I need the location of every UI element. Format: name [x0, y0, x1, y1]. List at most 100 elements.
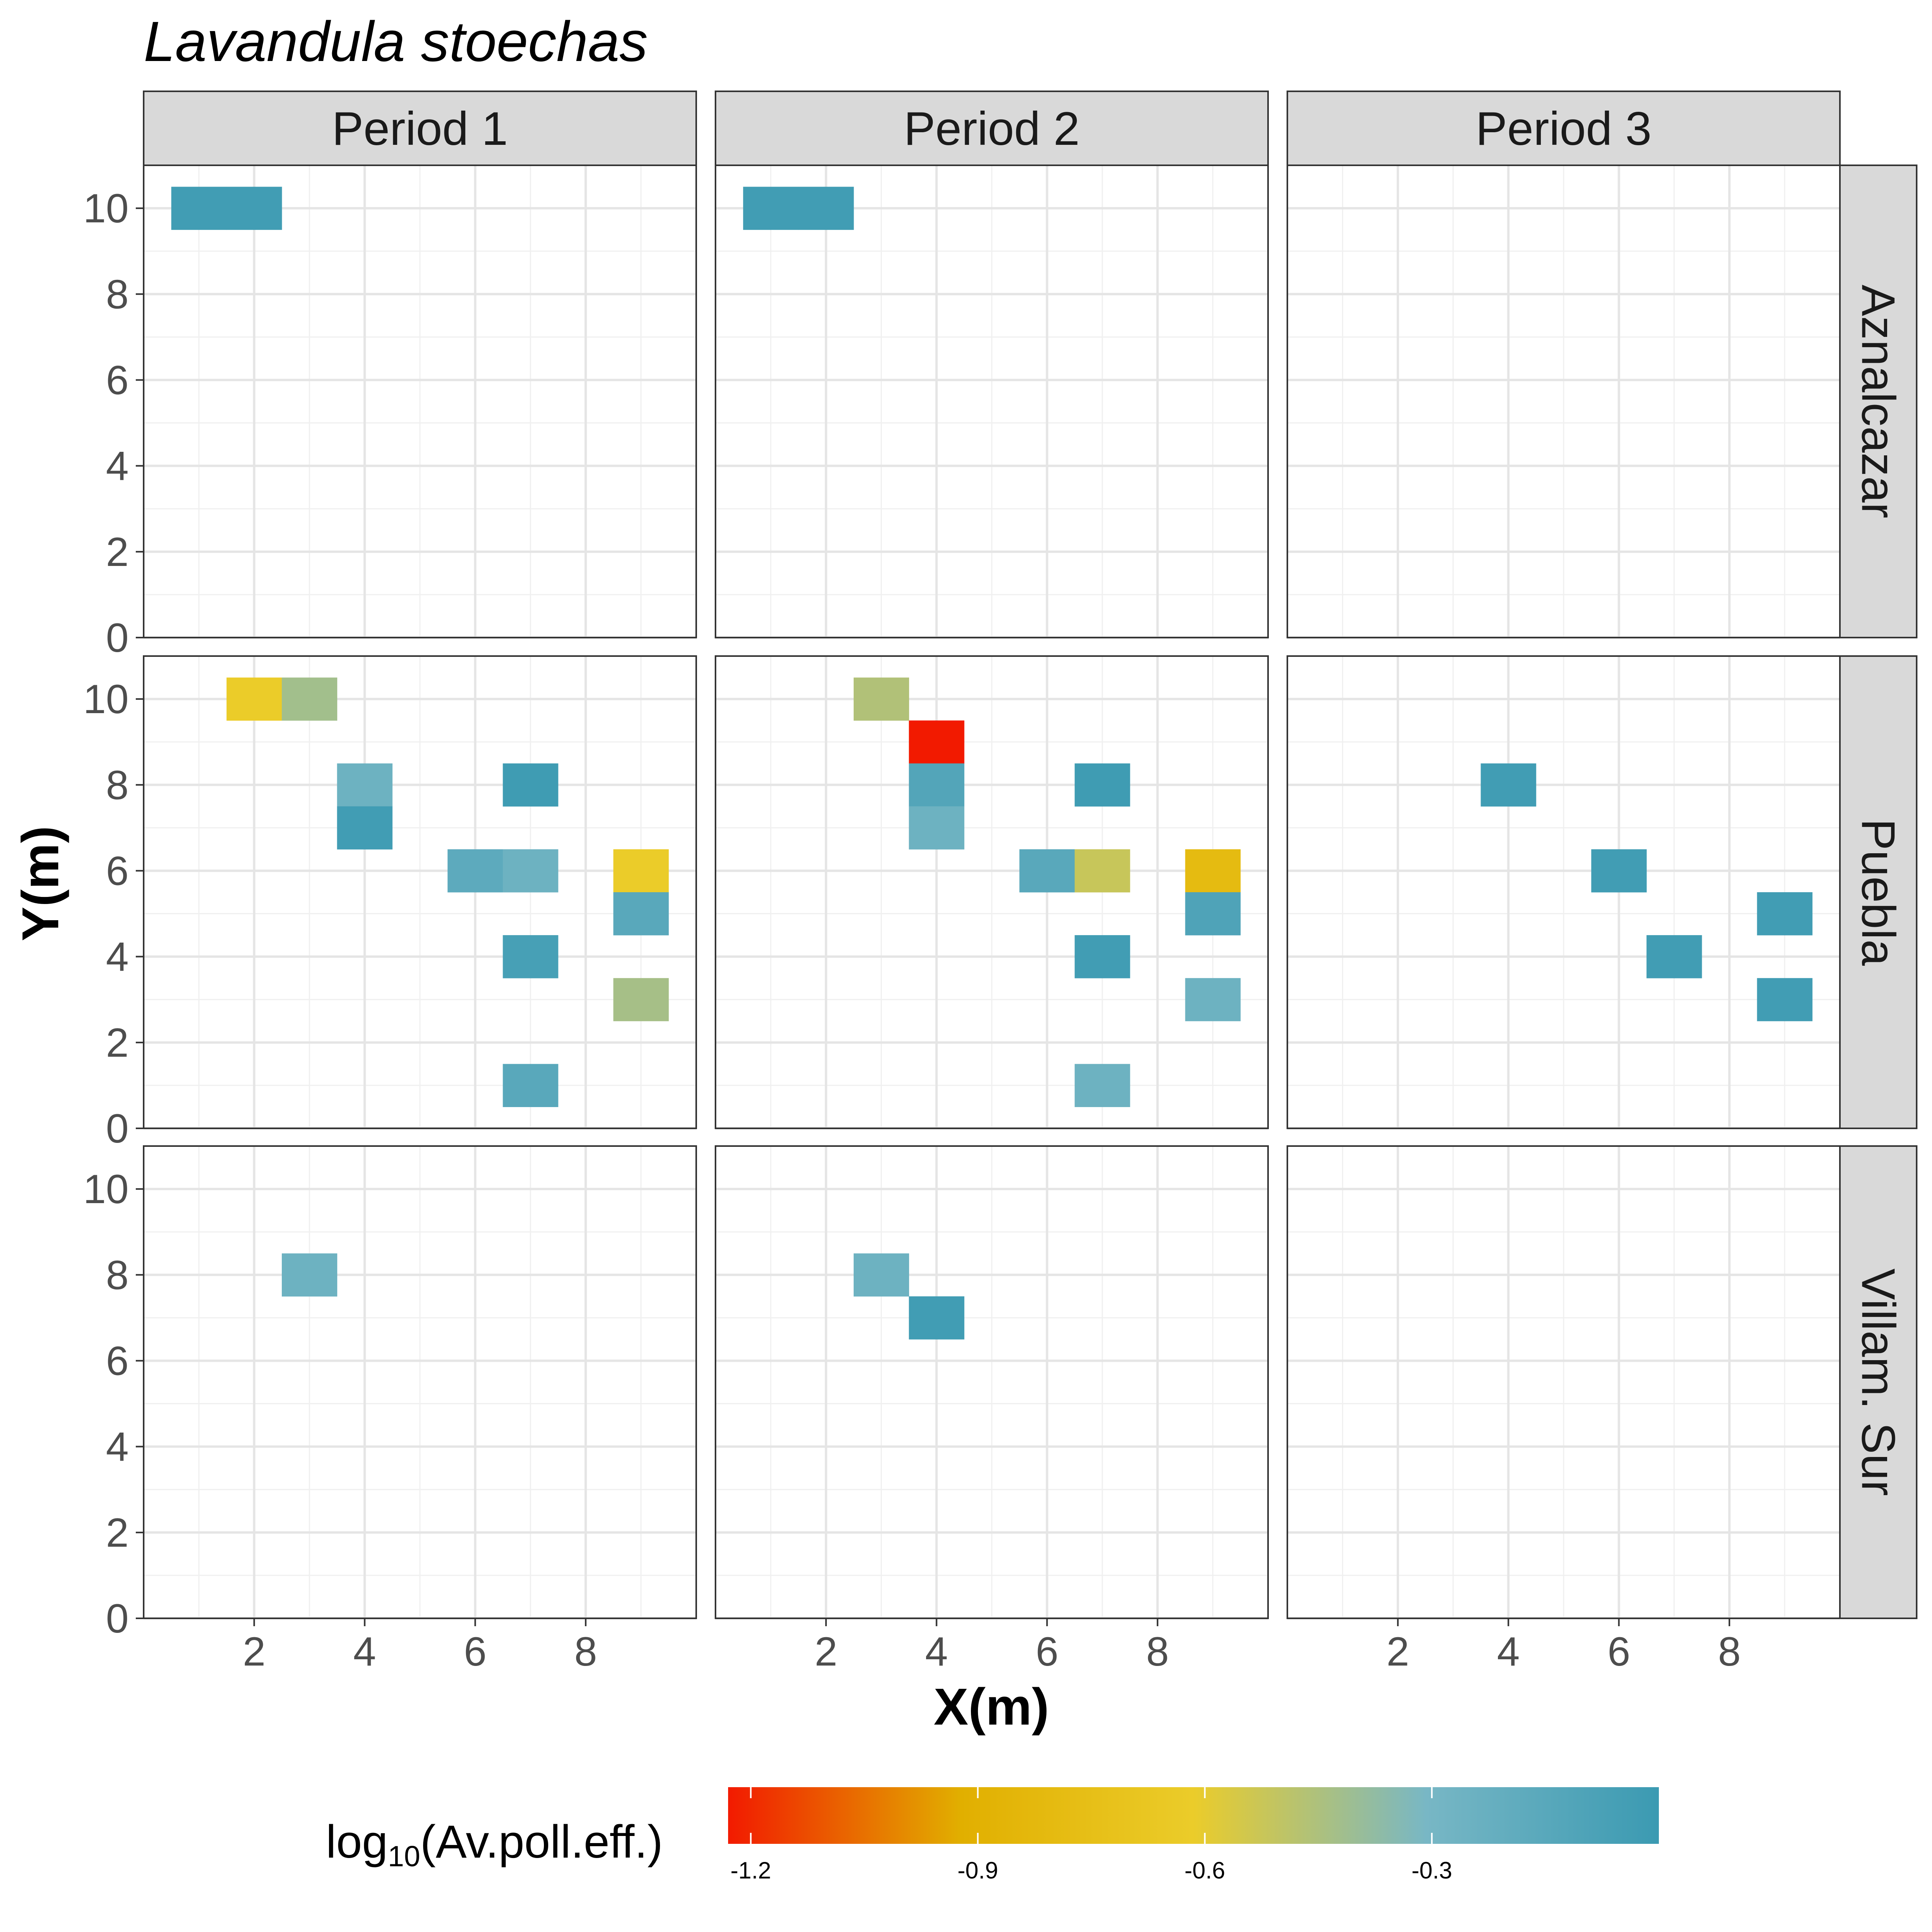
panel-puebla-period-1: 0 2 4 6 8 10 — [83, 655, 697, 1152]
column-strip-period-2: Period 2 — [715, 91, 1269, 166]
x-tick-label: 8 — [1718, 1629, 1741, 1675]
heatmap-tile — [337, 763, 393, 807]
panel-border — [143, 165, 697, 638]
row-strip-background — [1839, 1145, 1917, 1619]
heatmap-tile — [909, 806, 965, 850]
heatmap-tile — [613, 978, 669, 1021]
row-strip-villam-sur: Villam. Sur — [1839, 1145, 1917, 1619]
column-strip-background — [715, 91, 1269, 166]
x-axis-title: X(m) — [934, 1678, 1049, 1736]
heatmap-tile — [503, 1064, 558, 1107]
panel-border — [1287, 655, 1841, 1129]
panel-border — [715, 1145, 1269, 1619]
heatmap-tile — [743, 187, 799, 230]
x-tick-label: 4 — [925, 1629, 948, 1675]
legend-title-subscript: 10 — [388, 1840, 420, 1873]
heatmap-tile — [282, 677, 337, 721]
legend-tick-label: -1.2 — [730, 1857, 771, 1884]
y-tick-label: 2 — [106, 1020, 129, 1066]
legend-colorbar — [728, 1787, 1659, 1844]
heatmap-tile — [613, 849, 669, 893]
color-legend: log10(Av.poll.eff.) -1.2 -0.9 -0.6 -0.3 — [326, 1787, 1659, 1884]
y-tick-label: 10 — [83, 677, 129, 722]
heatmap-tile — [1074, 763, 1130, 807]
heatmap-tile — [1185, 849, 1241, 893]
row-strip-label: Villam. Sur — [1852, 1268, 1905, 1496]
column-strip-period-3: Period 3 — [1287, 91, 1841, 166]
legend-tick-label: -0.9 — [958, 1857, 998, 1884]
legend-ticks: -1.2 -0.9 -0.6 -0.3 — [730, 1787, 1452, 1884]
column-strip-label: Period 3 — [1476, 102, 1652, 155]
heatmap-tile — [503, 935, 558, 978]
x-tick-label: 6 — [1035, 1629, 1058, 1675]
column-strip-period-1: Period 1 — [143, 91, 697, 166]
panel-border — [1287, 1145, 1841, 1619]
x-tick-label: 6 — [464, 1629, 486, 1675]
x-tick-label: 4 — [1497, 1629, 1520, 1675]
y-tick-label: 0 — [106, 615, 129, 661]
y-tick-label: 6 — [106, 848, 129, 894]
heatmap-tile — [1591, 849, 1647, 893]
heatmap-tile — [1019, 849, 1075, 893]
heatmap-tile — [1074, 935, 1130, 978]
y-tick-label: 2 — [106, 1510, 129, 1556]
heatmap-tile — [503, 763, 558, 807]
column-strip-label: Period 1 — [332, 102, 508, 155]
panel-border — [715, 165, 1269, 638]
y-tick-label: 0 — [106, 1596, 129, 1642]
heatmap-tile — [909, 720, 965, 764]
panel-border — [715, 655, 1269, 1129]
panel-border — [1287, 165, 1841, 638]
heatmap-tile — [282, 1253, 337, 1297]
y-tick-label: 8 — [106, 1252, 129, 1298]
row-strip-aznalcazar: Aznalcazar — [1839, 165, 1917, 638]
panel-border — [143, 655, 697, 1129]
heatmap-tile — [1074, 1064, 1130, 1107]
x-tick-label: 4 — [353, 1629, 376, 1675]
heatmap-tile — [1757, 892, 1813, 935]
y-tick-label: 6 — [106, 357, 129, 403]
heatmap-tile — [854, 1253, 909, 1297]
y-tick-label: 0 — [106, 1106, 129, 1152]
heatmap-tile — [909, 1296, 965, 1340]
heatmap-tile — [447, 849, 503, 893]
y-tick-label: 6 — [106, 1338, 129, 1384]
heatmap-tile — [1185, 978, 1241, 1021]
y-tick-label: 4 — [106, 444, 129, 489]
heatmap-tile — [503, 849, 558, 893]
facet-panels: Period 1 Period 2 Period 3 Aznalcazar Puebla… — [83, 91, 1917, 1675]
y-tick-label: 4 — [106, 934, 129, 980]
panel-puebla-period-2 — [715, 655, 1269, 1130]
panel-villam-sur-period-3: 2 4 6 8 — [1287, 1145, 1841, 1675]
y-tick-label: 10 — [83, 1167, 129, 1212]
panel-villam-sur-period-1: 0 2 4 6 8 10 2 4 6 8 — [83, 1145, 697, 1675]
y-axis-title: Y(m) — [11, 826, 69, 941]
panel-aznalcazar-period-1: 0 2 4 6 8 10 — [83, 165, 697, 661]
heatmap-tile — [1185, 892, 1241, 935]
panel-aznalcazar-period-3 — [1287, 165, 1841, 639]
x-tick-label: 8 — [574, 1629, 597, 1675]
row-strip-label: Aznalcazar — [1852, 285, 1905, 518]
column-strip-background — [1287, 91, 1841, 166]
heatmap-tile — [337, 806, 393, 850]
row-strip-puebla: Puebla — [1839, 655, 1917, 1129]
y-tick-label: 2 — [106, 529, 129, 575]
heatmap-tile — [854, 677, 909, 721]
y-tick-label: 4 — [106, 1424, 129, 1470]
legend-tick-label: -0.6 — [1185, 1857, 1225, 1884]
heatmap-tile — [613, 892, 669, 935]
column-strip-label: Period 2 — [904, 102, 1080, 155]
chart-title: Lavandula stoechas — [144, 10, 648, 73]
heatmap-tile — [171, 187, 227, 230]
panel-villam-sur-period-2: 2 4 6 8 — [715, 1145, 1269, 1675]
x-tick-label: 8 — [1146, 1629, 1169, 1675]
heatmap-tile — [226, 677, 282, 721]
column-strip-background — [143, 91, 697, 166]
heatmap-tile — [1481, 763, 1536, 807]
y-tick-label: 10 — [83, 186, 129, 231]
heatmap-tile — [909, 763, 965, 807]
legend-title: log10(Av.poll.eff.) — [326, 1816, 663, 1873]
x-tick-label: 2 — [1387, 1629, 1409, 1675]
row-strip-background — [1839, 165, 1917, 638]
